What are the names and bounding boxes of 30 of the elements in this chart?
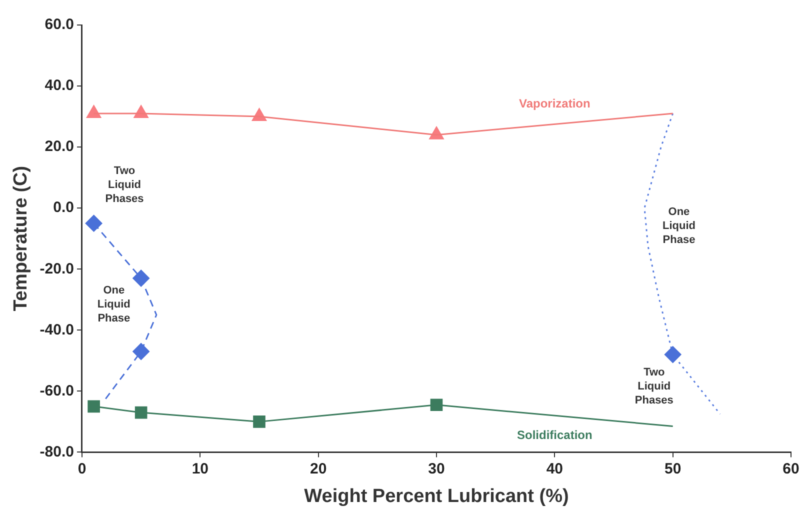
point	[86, 104, 102, 118]
point	[253, 416, 266, 428]
y-tick-label: 40.0	[44, 77, 74, 94]
x-axis-title: Weight Percent Lubricant (%)	[304, 486, 569, 507]
point	[664, 346, 682, 364]
y-axis-title: Temperature (C)	[10, 166, 32, 312]
x-tick-label: 0	[78, 460, 86, 478]
point	[88, 400, 100, 413]
x-tick-label: 60	[782, 460, 800, 478]
y-tick-label: 0.0	[53, 199, 74, 216]
x-tick-label: 30	[428, 460, 445, 478]
x-tick-label: 50	[664, 460, 682, 478]
annotation: Two Liquid Phases	[105, 165, 144, 206]
series-label: Solidification	[516, 428, 592, 442]
annotation: One Liquid Phase	[97, 284, 130, 324]
x-tick-label: 20	[310, 460, 327, 478]
annotation: Two Liquid Phases	[634, 366, 674, 406]
y-tick-label: -60.0	[40, 382, 74, 400]
series-label: Vaporization	[518, 96, 590, 110]
y-tick-label: 20.0	[44, 138, 74, 156]
x-tick-label: 10	[192, 460, 208, 478]
y-tick-label: 60.0	[44, 16, 74, 34]
y-tick-label: -20.0	[40, 260, 74, 278]
y-tick-label: -40.0	[40, 321, 74, 338]
point	[85, 214, 102, 232]
point	[132, 343, 150, 360]
x-tick-label: 40	[546, 460, 564, 478]
annotation: One Liquid Phase	[662, 206, 696, 246]
point	[132, 270, 150, 287]
y-tick-label: -80.0	[40, 443, 74, 460]
